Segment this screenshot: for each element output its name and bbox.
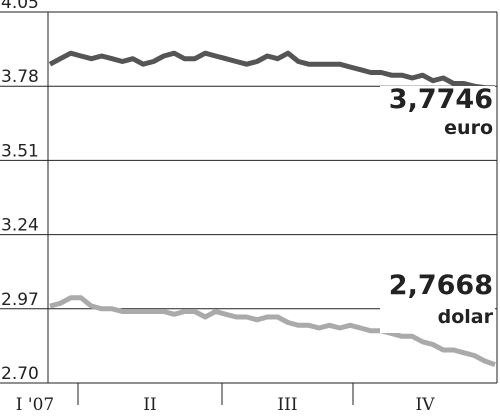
label-bg (380, 272, 495, 333)
y-tick-label: 3.24 (1, 216, 39, 236)
y-tick-label: 4.05 (1, 0, 39, 13)
y-tick-label: 3.51 (1, 141, 39, 161)
line-series (48, 50, 496, 91)
series-label: euro (444, 117, 493, 139)
x-tick-label: III (277, 395, 297, 415)
label-bg (380, 86, 495, 144)
value-annotation: 2,7668 (389, 270, 493, 301)
y-tick-label: 3.78 (1, 67, 39, 87)
y-tick-label: 2.70 (1, 364, 39, 384)
value-annotation: 3,7746 (389, 84, 493, 115)
line-series (49, 295, 496, 367)
x-tick-label: IV (416, 395, 436, 415)
series-label: dolar (438, 306, 494, 328)
y-tick-label: 2.97 (1, 290, 39, 310)
x-tick-label: I '07 (16, 395, 54, 415)
x-tick-label: II (143, 395, 156, 415)
